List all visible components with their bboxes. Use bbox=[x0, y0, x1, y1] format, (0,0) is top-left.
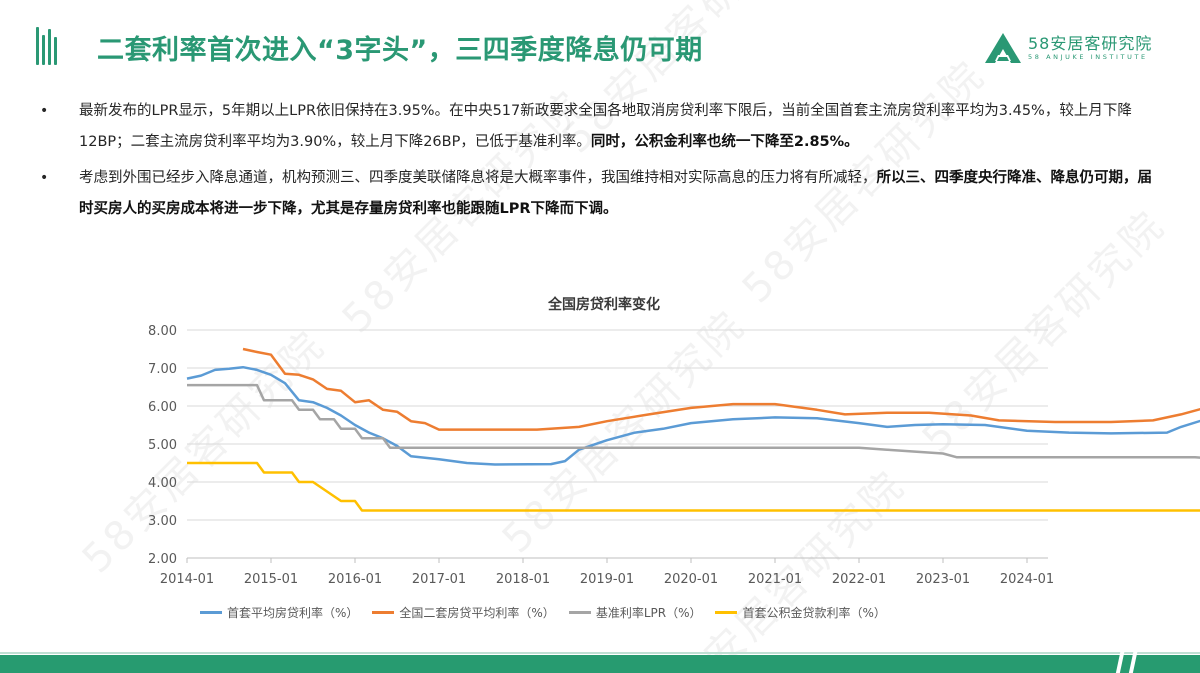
bullet-emphasis: 所以三、四季度央行降准、降息仍可期，届时买房人的买房成本将进一步下降，尤其是存量… bbox=[79, 170, 1152, 217]
chart-title: 全国房贷利率变化 bbox=[548, 297, 660, 313]
legend-swatch-icon bbox=[372, 611, 395, 614]
x-tick-label: 2023-01 bbox=[916, 572, 970, 587]
x-tick-label: 2014-01 bbox=[160, 572, 214, 587]
y-tick-label: 3.00 bbox=[148, 514, 177, 529]
legend-item: 基准利率LPR（%） bbox=[568, 604, 702, 621]
legend-label: 首套公积金贷款利率（%） bbox=[742, 606, 886, 620]
legend-label: 基准利率LPR（%） bbox=[595, 606, 702, 620]
page-title: 二套利率首次进入“3字头”，三四季度降息仍可期 bbox=[97, 35, 703, 66]
x-tick-label: 2019-01 bbox=[580, 572, 634, 587]
footer-bar bbox=[0, 655, 1200, 673]
logo-text-en: 58 ANJUKE INSTITUTE bbox=[1028, 52, 1148, 61]
bullet-text: 最新发布的LPR显示，5年期以上LPR依旧保持在3.95%。在中央517新政要求… bbox=[79, 103, 1132, 150]
series-line bbox=[187, 461, 1200, 512]
footer-divider bbox=[0, 652, 1200, 654]
y-tick-label: 7.00 bbox=[148, 362, 177, 377]
watermark: 58安居客研究院 bbox=[493, 301, 755, 563]
legend-label: 首套平均房贷利率（%） bbox=[227, 606, 359, 620]
bar-chart-icon bbox=[36, 27, 58, 65]
x-tick-label: 2016-01 bbox=[328, 572, 382, 587]
legend-item: 首套公积金贷款利率（%） bbox=[715, 604, 886, 621]
legend-swatch-icon bbox=[715, 611, 738, 614]
logo: 58安居客研究院 58 ANJUKE INSTITUTE bbox=[984, 30, 1152, 66]
watermark: 58安居客研究院 bbox=[73, 321, 335, 583]
x-tick-label: 2022-01 bbox=[832, 572, 886, 587]
bullet-text: 考虑到外围已经步入降息通道，机构预测三、四季度美联储降息将是大概率事件，我国维持… bbox=[79, 170, 877, 186]
bullet-item: 考虑到外围已经步入降息通道，机构预测三、四季度美联储降息将是大概率事件，我国维持… bbox=[40, 163, 1160, 224]
legend-item: 首套平均房贷利率（%） bbox=[200, 604, 358, 621]
x-tick-label: 2020-01 bbox=[664, 572, 718, 587]
series-line bbox=[242, 347, 1200, 431]
watermark: 58安居客研究院 bbox=[653, 461, 915, 673]
legend-swatch-icon bbox=[568, 611, 591, 614]
chart-legend: 首套平均房贷利率（%） 全国二套房贷平均利率（%） 基准利率LPR（%） 首套公积金贷… bbox=[200, 604, 900, 621]
legend-item: 全国二套房贷平均利率（%） bbox=[372, 604, 555, 621]
x-tick-label: 2024-01 bbox=[1000, 572, 1054, 587]
legend-swatch-icon bbox=[200, 611, 222, 614]
anjuke-logo-icon bbox=[985, 33, 1021, 63]
x-tick-label: 2017-01 bbox=[412, 572, 466, 587]
legend-label: 全国二套房贷平均利率（%） bbox=[399, 606, 555, 620]
y-tick-label: 5.00 bbox=[148, 438, 177, 453]
watermark: 58安居客研究院 bbox=[913, 201, 1175, 463]
x-tick-label: 2018-01 bbox=[496, 572, 550, 587]
x-tick-label: 2015-01 bbox=[244, 572, 298, 587]
series-line bbox=[186, 365, 1200, 466]
bullet-emphasis: 同时，公积金利率也统一下降至2.85%。 bbox=[590, 133, 859, 150]
y-tick-label: 2.00 bbox=[148, 552, 177, 567]
logo-text-cn: 58安居客研究院 bbox=[1028, 33, 1153, 53]
y-tick-label: 6.00 bbox=[148, 400, 177, 415]
x-tick-label: 2021-01 bbox=[748, 572, 802, 587]
series-line bbox=[187, 383, 1200, 459]
y-tick-label: 8.00 bbox=[148, 324, 177, 339]
bullet-list: 最新发布的LPR显示，5年期以上LPR依旧保持在3.95%。在中央517新政要求… bbox=[40, 96, 1160, 230]
bullet-item: 最新发布的LPR显示，5年期以上LPR依旧保持在3.95%。在中央517新政要求… bbox=[40, 96, 1160, 157]
y-tick-label: 4.00 bbox=[148, 476, 177, 491]
